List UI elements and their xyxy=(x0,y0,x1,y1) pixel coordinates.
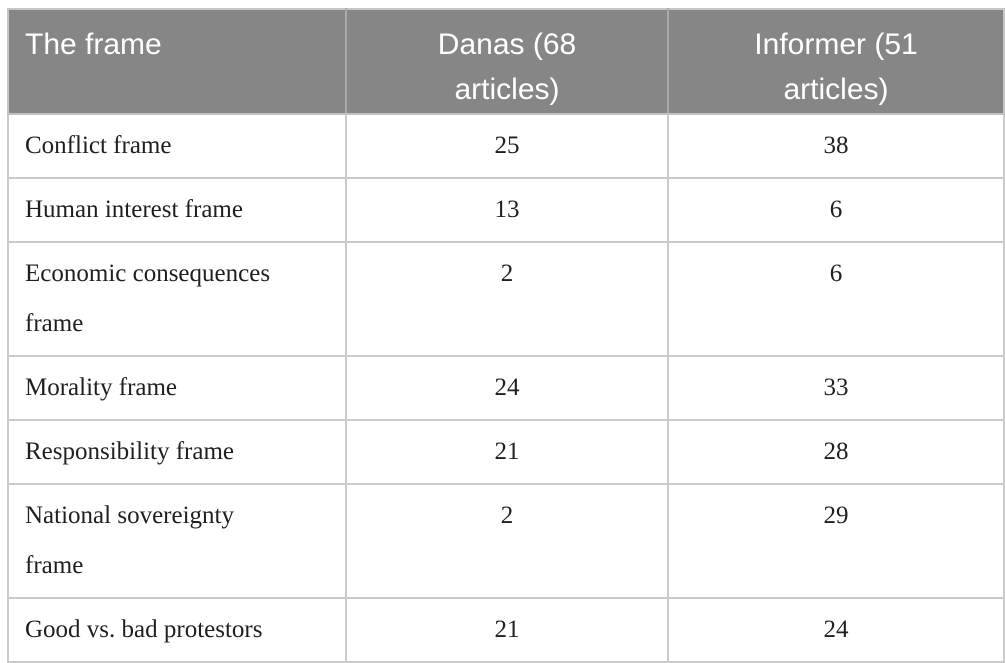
informer-value: 33 xyxy=(667,355,1005,421)
table-header: The frame Danas (68 articles) Informer (… xyxy=(8,9,1004,115)
table-row-economic-consequences: Economic consequences frame 2 6 xyxy=(7,241,1005,357)
table-row-good-vs-bad: Good vs. bad protestors 21 24 xyxy=(7,597,1005,663)
informer-value: 24 xyxy=(667,597,1005,663)
informer-value: 6 xyxy=(667,177,1005,243)
frames-table: The frame Danas (68 articles) Informer (… xyxy=(7,8,1005,663)
table-body: Conflict frame 25 38 Human interest fram… xyxy=(7,113,1005,663)
informer-value: 38 xyxy=(667,113,1005,179)
informer-value: 28 xyxy=(667,419,1005,485)
table-row-morality: Morality frame 24 33 xyxy=(7,355,1005,421)
table-row-national-sovereignty: National sovereignty frame 2 29 xyxy=(7,483,1005,599)
frame-label: Human interest frame xyxy=(7,177,347,243)
danas-value: 21 xyxy=(345,597,669,663)
table-row-responsibility: Responsibility frame 21 28 xyxy=(7,419,1005,485)
frame-label: Morality frame xyxy=(7,355,347,421)
frame-label: Good vs. bad protestors xyxy=(7,597,347,663)
column-header-informer: Informer (51 articles) xyxy=(668,9,1004,115)
column-header-danas: Danas (68 articles) xyxy=(346,9,669,115)
frame-label: Responsibility frame xyxy=(7,419,347,485)
danas-value: 13 xyxy=(345,177,669,243)
danas-value: 2 xyxy=(345,241,669,357)
frame-label: Conflict frame xyxy=(7,113,347,179)
header-row: The frame Danas (68 articles) Informer (… xyxy=(8,9,1004,115)
danas-value: 24 xyxy=(345,355,669,421)
frame-label: Economic consequences frame xyxy=(7,241,347,357)
danas-value: 2 xyxy=(345,483,669,599)
table-row-conflict: Conflict frame 25 38 xyxy=(7,113,1005,179)
frame-label: National sovereignty frame xyxy=(7,483,347,599)
danas-value: 25 xyxy=(345,113,669,179)
informer-value: 6 xyxy=(667,241,1005,357)
danas-value: 21 xyxy=(345,419,669,485)
column-header-the-frame: The frame xyxy=(8,9,347,115)
informer-value: 29 xyxy=(667,483,1005,599)
table-row-human-interest: Human interest frame 13 6 xyxy=(7,177,1005,243)
